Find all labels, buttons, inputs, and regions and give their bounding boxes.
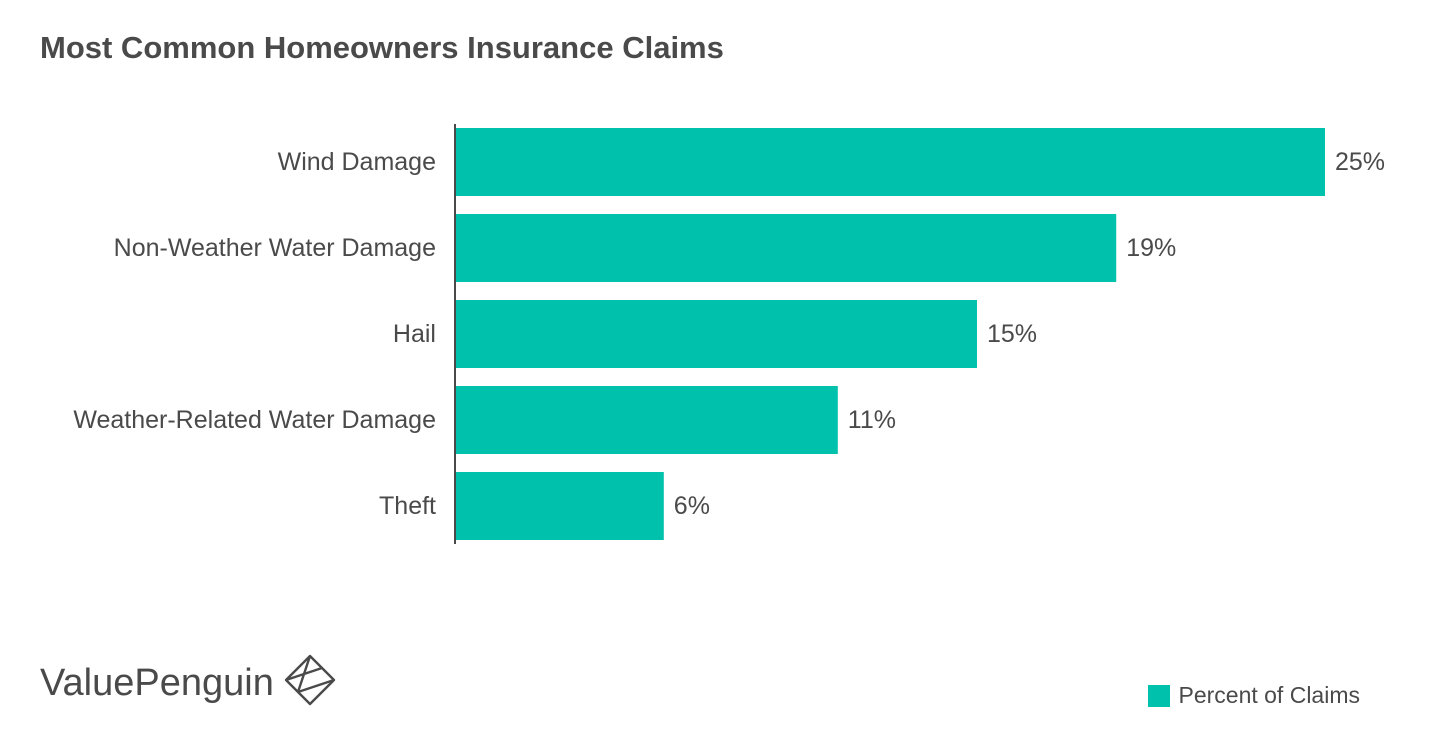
bar: [455, 214, 1117, 282]
data-label: 15%: [987, 320, 1037, 348]
bar: [455, 386, 838, 454]
data-label: 6%: [674, 492, 710, 520]
category-label: Theft: [379, 492, 436, 520]
chart-title: Most Common Homeowners Insurance Claims: [40, 30, 724, 65]
data-label: 19%: [1126, 234, 1176, 262]
bar: [455, 300, 977, 368]
logo-text: ValuePenguin: [40, 661, 274, 704]
valuepenguin-diamond-logo-icon: [284, 654, 336, 706]
data-label: 25%: [1335, 148, 1385, 176]
legend-label: Percent of Claims: [1178, 682, 1360, 708]
bar-chart: Wind Damage 25% Non-Weather Water Damage 19…: [73, 124, 1385, 544]
category-label: Hail: [393, 320, 436, 348]
data-label: 11%: [848, 406, 896, 434]
category-label: Non-Weather Water Damage: [114, 234, 436, 262]
chart-legend: Percent of Claims: [1148, 682, 1360, 709]
bar: [455, 472, 664, 540]
category-label: Wind Damage: [278, 148, 436, 176]
valuepenguin-logo: ValuePenguin: [40, 648, 336, 718]
legend-swatch: [1148, 684, 1171, 707]
category-label: Weather-Related Water Damage: [73, 406, 436, 434]
bar: [455, 128, 1325, 196]
